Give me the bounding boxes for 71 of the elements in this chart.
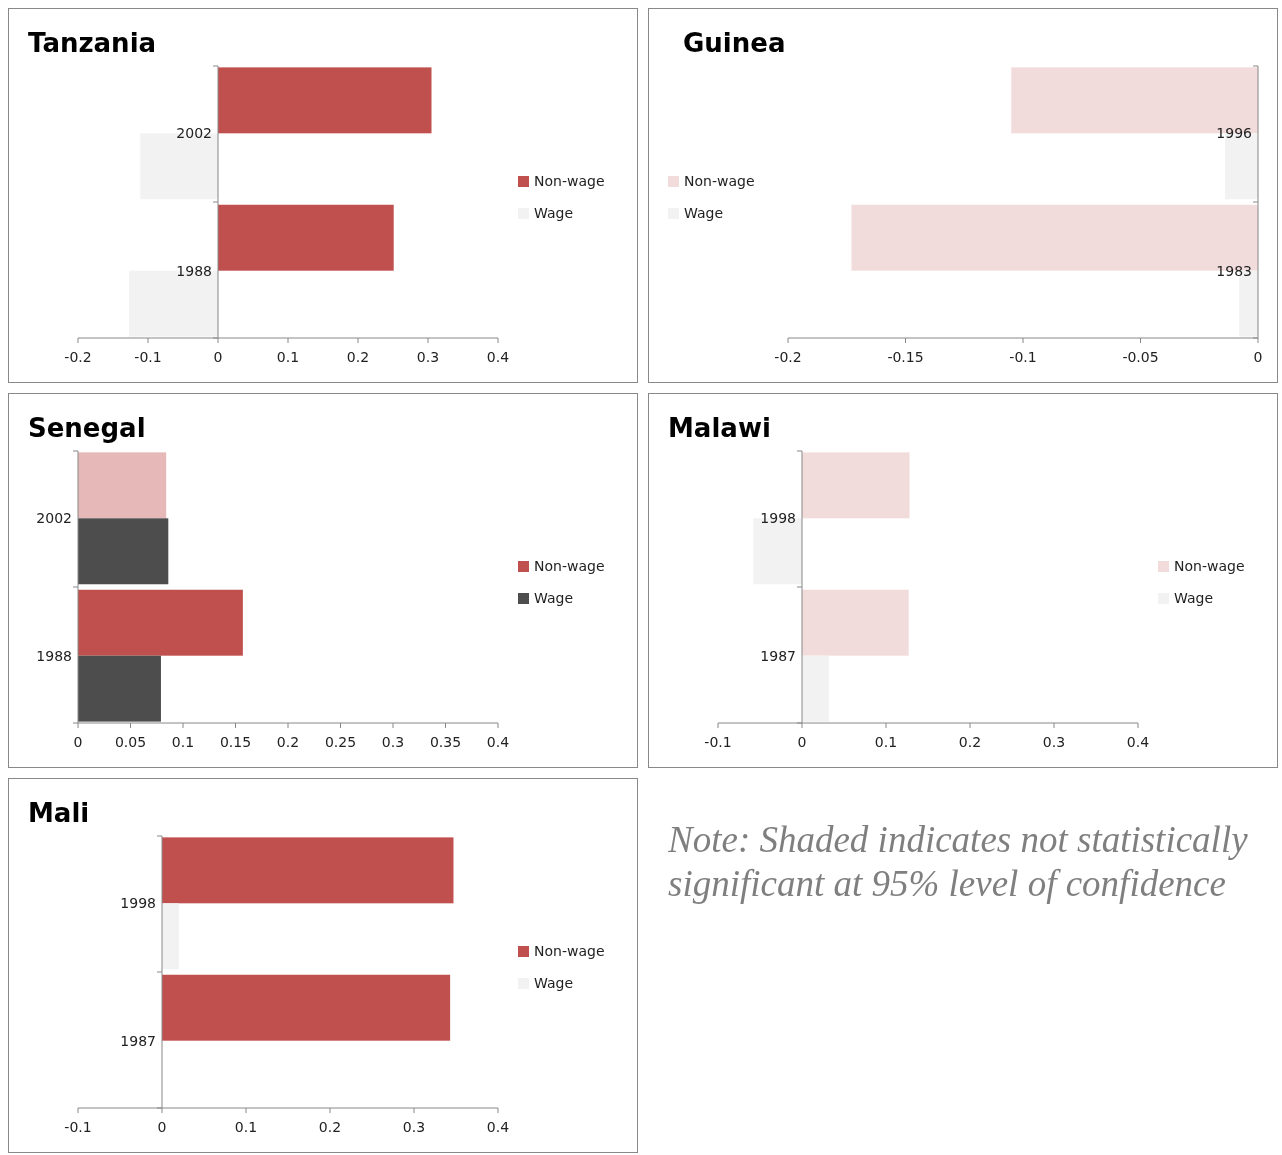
- x-tick-label: -0.1: [704, 734, 732, 750]
- x-tick-label: 0.05: [114, 734, 147, 750]
- bar: [218, 67, 432, 134]
- chart-title: Tanzania: [28, 28, 157, 58]
- bar: [802, 452, 910, 519]
- bar: [162, 974, 451, 1041]
- y-tick-label: 1983: [1216, 262, 1252, 279]
- x-tick-label: 0: [213, 349, 223, 365]
- x-tick-label: 0.2: [276, 734, 300, 750]
- y-tick-label: 1987: [760, 647, 796, 664]
- x-tick-label: -0.2: [774, 349, 802, 365]
- bar: [78, 589, 243, 656]
- x-tick-label: -0.15: [887, 349, 924, 365]
- x-tick-label: 0.1: [874, 734, 898, 750]
- bar: [162, 903, 179, 970]
- x-tick-label: 0.4: [1126, 734, 1150, 750]
- bar: [802, 589, 909, 656]
- bar: [218, 204, 394, 271]
- legend-label: Wage: [684, 205, 724, 221]
- bar: [78, 655, 161, 722]
- chart-title: Mali: [28, 798, 90, 828]
- x-tick-label: 0.15: [219, 734, 252, 750]
- x-tick-label: -0.05: [1122, 349, 1159, 365]
- legend-label: Wage: [534, 205, 574, 221]
- x-tick-label: 0.3: [1042, 734, 1066, 750]
- bar: [78, 518, 169, 585]
- legend-label: Wage: [534, 590, 574, 606]
- chart-title: Senegal: [28, 413, 146, 443]
- legend-label: Wage: [534, 975, 574, 991]
- x-tick-label: 0.1: [171, 734, 195, 750]
- y-tick-label: 2002: [176, 125, 212, 142]
- y-tick-label: 1998: [760, 510, 796, 527]
- bar: [802, 655, 829, 722]
- x-tick-label: 0.4: [486, 349, 510, 365]
- x-tick-label: 0.3: [402, 1119, 426, 1135]
- x-tick-label: 0: [1253, 349, 1263, 365]
- y-tick-label: 1988: [176, 262, 212, 279]
- legend-label: Non-wage: [534, 558, 605, 574]
- bar: [162, 837, 454, 904]
- x-tick-label: 0.1: [276, 349, 300, 365]
- x-tick-label: -0.2: [64, 349, 92, 365]
- legend-label: Non-wage: [534, 173, 605, 189]
- x-tick-label: 0.3: [416, 349, 440, 365]
- y-tick-label: 2002: [36, 510, 72, 527]
- y-tick-label: 1998: [120, 895, 156, 912]
- x-tick-label: 0.3: [381, 734, 405, 750]
- x-tick-label: 0.1: [234, 1119, 258, 1135]
- legend-label: Non-wage: [684, 173, 755, 189]
- x-tick-label: 0.4: [486, 1119, 510, 1135]
- x-tick-label: 0: [73, 734, 83, 750]
- y-tick-label: 1987: [120, 1032, 156, 1049]
- x-tick-label: -0.1: [134, 349, 162, 365]
- x-tick-label: 0.2: [958, 734, 982, 750]
- x-tick-label: 0.2: [318, 1119, 342, 1135]
- x-tick-label: 0: [797, 734, 807, 750]
- x-tick-label: -0.1: [1009, 349, 1037, 365]
- text: Note: Shaded indicates not statistically significant at 95% level of confidence: [668, 818, 1249, 907]
- legend-label: Non-wage: [534, 943, 605, 959]
- x-tick-label: 0.2: [346, 349, 370, 365]
- chart-title: Malawi: [668, 413, 771, 443]
- chart-title: Guinea: [683, 28, 786, 58]
- x-tick-label: 0: [157, 1119, 167, 1135]
- legend-label: Wage: [1174, 590, 1214, 606]
- y-tick-label: 1996: [1216, 125, 1253, 142]
- x-tick-label: -0.1: [64, 1119, 92, 1135]
- x-tick-label: 0.35: [429, 734, 462, 750]
- legend-label: Non-wage: [1174, 558, 1245, 574]
- x-tick-label: 0.4: [486, 734, 510, 750]
- y-tick-label: 1988: [36, 647, 72, 664]
- x-tick-label: 0.25: [324, 734, 357, 750]
- bar: [78, 452, 167, 519]
